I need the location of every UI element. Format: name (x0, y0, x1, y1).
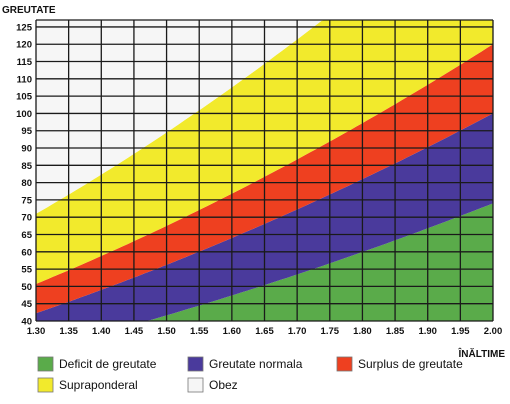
legend-swatch (187, 356, 204, 372)
x-tick-label: 1.95 (451, 326, 470, 337)
x-tick-label: 1.90 (418, 326, 437, 337)
legend-label: Surplus de greutate (358, 357, 463, 371)
y-tick-label: 90 (21, 144, 32, 155)
y-axis-title: GREUTATE (2, 5, 56, 16)
legend-label: Obez (209, 378, 238, 392)
y-tick-label: 120 (16, 40, 32, 51)
legend-swatch (37, 356, 54, 372)
legend-label: Greutate normala (209, 357, 303, 371)
y-tick-label: 65 (21, 230, 32, 241)
x-tick-label: 1.45 (125, 326, 144, 337)
y-tick-label: 75 (21, 195, 32, 206)
y-tick-label: 45 (21, 299, 32, 310)
y-tick-label: 100 (16, 109, 32, 120)
y-tick-label: 110 (17, 74, 32, 85)
legend-swatch (37, 377, 54, 393)
x-tick-label: 1.40 (92, 326, 111, 337)
y-tick-label: 125 (16, 22, 33, 33)
legend-swatch (187, 377, 204, 393)
y-tick-label: 105 (16, 92, 33, 103)
y-tick-label: 70 (21, 213, 32, 224)
area-deficit-de-greutate (36, 203, 493, 321)
y-axis-ticks: 40 45 50 55 60 65 70 75 80 85 90 95 100 105 110 115 120 1… (16, 22, 33, 327)
area-obez (36, 20, 493, 214)
x-tick-label: 1.60 (223, 326, 242, 337)
x-tick-label: 1.70 (288, 326, 307, 337)
x-tick-label: 1.75 (321, 326, 340, 337)
y-tick-label: 115 (17, 57, 33, 68)
x-tick-label: 1.65 (255, 326, 274, 337)
x-tick-label: 1.85 (386, 326, 405, 337)
y-tick-label: 40 (21, 317, 32, 328)
x-tick-label: 1.80 (353, 326, 372, 337)
legend-swatch (336, 356, 353, 372)
x-tick-label: 1.30 (27, 326, 46, 337)
x-tick-label: 1.50 (157, 326, 176, 337)
y-tick-label: 80 (21, 178, 32, 189)
legend-label: Supraponderal (59, 378, 138, 392)
y-tick-label: 95 (21, 126, 32, 137)
chart-grid (35, 19, 494, 322)
x-axis-ticks: 1.30 1.35 1.40 1.45 1.50 1.55 1.60 1.65 1.70 1.75… (27, 326, 503, 337)
y-tick-label: 50 (21, 282, 32, 293)
x-tick-label: 1.55 (190, 326, 209, 337)
x-tick-label: 2.00 (484, 326, 503, 337)
y-tick-label: 55 (21, 265, 32, 276)
legend-label: Deficit de greutate (59, 357, 157, 371)
y-tick-label: 85 (21, 161, 32, 172)
x-tick-label: 1.35 (59, 326, 78, 337)
y-tick-label: 60 (21, 247, 32, 258)
chart-legend: Deficit de greutate Greutate normala Surpl… (37, 356, 463, 393)
x-axis-title: ÎNĂLTIME (458, 347, 506, 360)
